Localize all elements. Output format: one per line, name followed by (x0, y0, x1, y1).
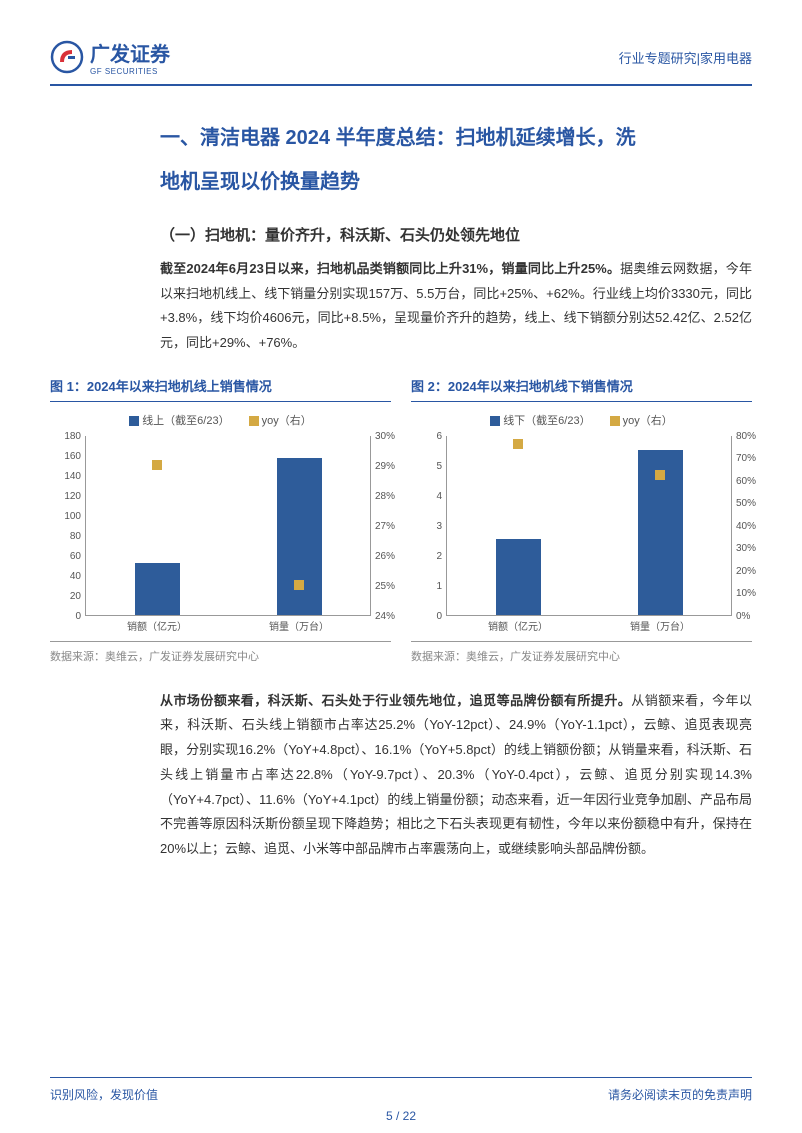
yoy-marker (513, 439, 523, 449)
legend-yoy-swatch (610, 416, 620, 426)
chart-1: 图 1：2024年以来扫地机线上销售情况 线上（截至6/23） yoy（右） 0… (50, 376, 391, 664)
page-header: 广发证券 GF SECURITIES 行业专题研究|家用电器 (50, 38, 752, 86)
legend-bar-label: 线上（截至6/23） (142, 415, 229, 427)
logo: 广发证券 GF SECURITIES (50, 38, 170, 76)
section-heading-1: 一、清洁电器 2024 半年度总结：扫地机延续增长，洗 地机呈现以价换量趋势 (160, 116, 752, 204)
legend-yoy-label: yoy（右） (262, 415, 312, 427)
legend-bar-label: 线下（截至6/23） (503, 415, 590, 427)
logo-text-en: GF SECURITIES (90, 67, 170, 76)
h1-line2: 地机呈现以价换量趋势 (160, 171, 360, 193)
chart-2-yaxis-left: 0123456 (416, 436, 444, 616)
p2-rest: 从销额来看，今年以来，科沃斯、石头线上销额市占率达25.2%（YoY-12pct… (160, 693, 752, 856)
page-footer: 识别风险，发现价值 请务必阅读末页的免责声明 (50, 1077, 752, 1103)
bar (496, 539, 541, 615)
legend-bar-swatch (490, 416, 500, 426)
chart-2-plot: 0123456 0%10%20%30%40%50%60%70%80% 销额（亿元… (446, 436, 732, 616)
footer-right: 请务必阅读末页的免责声明 (608, 1086, 752, 1103)
legend-yoy-label: yoy（右） (623, 415, 673, 427)
chart-2: 图 2：2024年以来扫地机线下销售情况 线下（截至6/23） yoy（右） 0… (411, 376, 752, 664)
header-subject: 行业专题研究|家用电器 (619, 48, 752, 67)
chart-2-inner: 销额（亿元）销量（万台） (446, 436, 732, 616)
chart-1-source: 数据来源：奥维云，广发证券发展研究中心 (50, 648, 391, 664)
section-heading-2: （一）扫地机：量价齐升，科沃斯、石头仍处领先地位 (160, 224, 752, 245)
page-current: 5 (386, 1109, 393, 1123)
p1-bold: 截至2024年6月23日以来，扫地机品类销额同比上升31%，销量同比上升25%。 (160, 261, 620, 276)
paragraph-1: 截至2024年6月23日以来，扫地机品类销额同比上升31%，销量同比上升25%。… (160, 257, 752, 356)
footer-left: 识别风险，发现价值 (50, 1086, 158, 1103)
chart-1-plot: 020406080100120140160180 24%25%26%27%28%… (85, 436, 371, 616)
chart-2-yaxis-right: 0%10%20%30%40%50%60%70%80% (734, 436, 767, 616)
page-total: 22 (403, 1109, 416, 1123)
legend-yoy-swatch (249, 416, 259, 426)
paragraph-2: 从市场份额来看，科沃斯、石头处于行业领先地位，追觅等品牌份额有所提升。从销额来看… (160, 689, 752, 862)
logo-icon (50, 40, 84, 74)
logo-text-cn: 广发证券 (90, 44, 170, 66)
x-label: 销额（亿元） (127, 618, 187, 633)
bar (135, 563, 180, 615)
chart-2-title: 图 2：2024年以来扫地机线下销售情况 (411, 376, 752, 402)
chart-1-inner: 销额（亿元）销量（万台） (85, 436, 371, 616)
chart-1-yaxis-right: 24%25%26%27%28%29%30% (373, 436, 406, 616)
chart-1-title: 图 1：2024年以来扫地机线上销售情况 (50, 376, 391, 402)
bar (277, 458, 322, 615)
chart-2-legend: 线下（截至6/23） yoy（右） (411, 412, 752, 428)
chart-1-legend: 线上（截至6/23） yoy（右） (50, 412, 391, 428)
x-label: 销量（万台） (269, 618, 329, 633)
x-label: 销量（万台） (630, 618, 690, 633)
h1-line1: 一、清洁电器 2024 半年度总结：扫地机延续增长，洗 (160, 127, 636, 149)
yoy-marker (294, 580, 304, 590)
p2-bold: 从市场份额来看，科沃斯、石头处于行业领先地位，追觅等品牌份额有所提升。 (160, 693, 631, 708)
charts-row: 图 1：2024年以来扫地机线上销售情况 线上（截至6/23） yoy（右） 0… (50, 376, 752, 664)
legend-bar-swatch (129, 416, 139, 426)
chart-1-yaxis-left: 020406080100120140160180 (55, 436, 83, 616)
page-number: 5 / 22 (0, 1109, 802, 1123)
yoy-marker (152, 460, 162, 470)
yoy-marker (655, 470, 665, 480)
x-label: 销额（亿元） (488, 618, 548, 633)
chart-2-source: 数据来源：奥维云，广发证券发展研究中心 (411, 648, 752, 664)
